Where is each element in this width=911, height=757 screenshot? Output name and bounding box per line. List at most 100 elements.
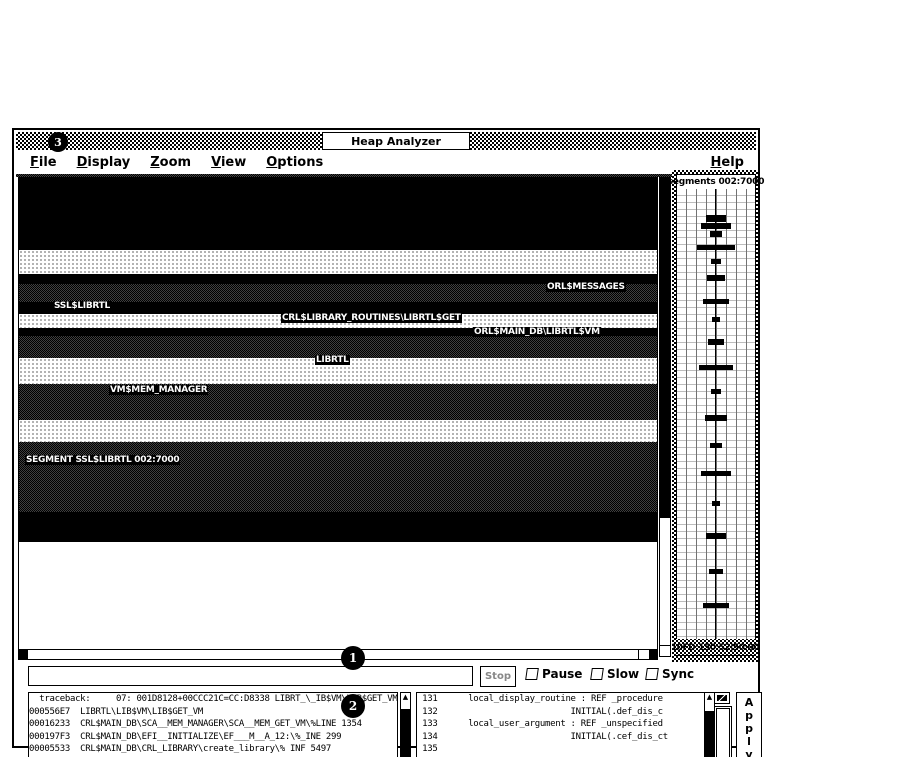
heap-band-5 <box>19 284 657 302</box>
canvas-hscroll-right-arrow[interactable] <box>649 650 657 659</box>
titlebar-texture: Heap Analyzer <box>16 132 756 150</box>
traceback-line-list[interactable]: traceback: 07: 001D8128+00CCC21C=CC:D833… <box>29 693 397 757</box>
slow-checkbox-group[interactable]: Slow <box>590 667 640 681</box>
source-scroll-up-arrow[interactable]: ▲ <box>705 693 714 702</box>
apply-letter: p <box>745 722 753 735</box>
source-pane[interactable]: 131 local_display_routine : REF _procedu… <box>416 692 713 757</box>
traceback-line[interactable]: 00005533 CRL$MAIN_DB\CRL_LIBRARY\create_… <box>29 744 331 755</box>
segment-block[interactable] <box>710 443 722 448</box>
source-line[interactable]: 134 INITIAL(.cef_dis_ct <box>417 731 712 744</box>
window-titlebar[interactable]: Heap Analyzer <box>14 130 758 152</box>
traceback-line[interactable]: 000197F3 CRL$MAIN_DB\EFI__INITIALIZE\EF_… <box>29 731 342 742</box>
segment-block[interactable] <box>706 533 726 539</box>
menu-item-zoom[interactable]: Zoom <box>144 152 197 174</box>
segment-block[interactable] <box>711 259 721 264</box>
sync-checkbox[interactable] <box>645 668 659 680</box>
menu-mnemonic-file: F <box>30 155 39 170</box>
segments-panel-body[interactable] <box>676 189 756 639</box>
menu-mnemonic-view: V <box>211 155 221 170</box>
heap-label-6[interactable]: SEGMENT SSL$LIBRTL 002:7000 <box>25 455 181 465</box>
sync-checkbox-group[interactable]: Sync <box>645 667 695 681</box>
menubar-separator <box>16 174 756 177</box>
source-line[interactable]: 131 local_display_routine : REF _procedu… <box>417 693 712 706</box>
apply-letter: p <box>745 709 753 722</box>
menu-label-options: ptions <box>277 155 324 170</box>
canvas-vertical-scrollbar[interactable] <box>659 177 671 657</box>
traceback-vertical-scrollbar[interactable]: ▲ ▼ <box>400 692 411 757</box>
segment-block[interactable] <box>697 245 735 250</box>
heap-label-4[interactable]: LIBRTL <box>315 355 350 365</box>
heap-label-1[interactable]: SSL$LIBRTL <box>53 301 111 311</box>
heap-visualization-canvas[interactable]: ORL$MESSAGES SSL$LIBRTL CRL$LIBRARY_ROUT… <box>18 177 658 657</box>
apply-button[interactable]: A p p l y <box>736 692 762 757</box>
source-line[interactable]: 132 INITIAL(.def_dis_c <box>417 706 712 719</box>
menu-mnemonic-zoom: Z <box>150 155 160 170</box>
traceback-line[interactable]: 000556E7 LIBRTL\LIB$VM\LIB$GET_VM <box>29 706 204 717</box>
segment-block[interactable] <box>712 317 720 322</box>
side-mini-scroll-thumb[interactable] <box>716 708 730 757</box>
segment-block[interactable] <box>712 501 720 506</box>
traceback-pane[interactable]: traceback: 07: 001D8128+00CCC21C=CC:D833… <box>28 692 398 757</box>
menu-label-zoom: oom <box>159 155 192 170</box>
heap-label-0[interactable]: ORL$MESSAGES <box>546 282 626 292</box>
heap-label-3[interactable]: ORL$MAIN_DB\LIBRTL$VM <box>473 327 601 337</box>
canvas-hscroll-left-arrow[interactable] <box>19 650 27 659</box>
segment-block[interactable] <box>706 215 726 222</box>
canvas-horizontal-scrollbar[interactable] <box>18 649 658 660</box>
apply-letter: A <box>744 696 754 709</box>
heap-label-5[interactable]: VM$MEM_MANAGER <box>109 385 209 395</box>
slow-checkbox[interactable] <box>590 668 604 680</box>
segments-panel[interactable]: segments 002:7000 <box>668 170 765 662</box>
heap-label-2[interactable]: CRL$LIBRARY_ROUTINES\LIBRTL$GET <box>281 313 462 323</box>
callout-3: 3 <box>48 132 68 152</box>
stop-button[interactable]: Stop <box>480 666 516 687</box>
heap-band-9 <box>19 336 657 358</box>
callout-1: 1 <box>341 646 365 670</box>
segment-block[interactable] <box>703 603 729 608</box>
segment-block[interactable] <box>710 231 722 237</box>
menu-item-file[interactable]: File <box>24 152 63 174</box>
menu-item-help[interactable]: Help <box>705 152 750 174</box>
segments-panel-header: segments 002:7000 <box>668 174 765 190</box>
pause-checkbox-group[interactable]: Pause <box>525 667 582 681</box>
segment-block[interactable] <box>709 569 723 574</box>
segment-block[interactable] <box>699 365 733 370</box>
menu-item-display[interactable]: Display <box>71 152 137 174</box>
segment-block[interactable] <box>705 415 727 421</box>
segment-block[interactable] <box>701 471 731 476</box>
traceback-line[interactable]: 00016233 CRL$MAIN_DB\SCA__MEM_MANAGER\SC… <box>29 719 362 730</box>
traceback-line[interactable]: traceback: 07: 001D8128+00CCC21C=CC:D833… <box>29 694 398 704</box>
source-line-list[interactable]: 131 local_display_routine : REF _procedu… <box>417 693 712 757</box>
menu-item-options[interactable]: Options <box>260 152 329 174</box>
segment-block[interactable] <box>701 223 731 229</box>
menu-item-view[interactable]: View <box>205 152 252 174</box>
sync-label: Sync <box>662 667 695 681</box>
heap-band-4 <box>19 274 657 284</box>
slow-label: Slow <box>607 667 640 681</box>
source-line[interactable]: 133 local_user_argument : REF _unspecifi… <box>417 718 712 731</box>
canvas-vscroll-down-arrow[interactable] <box>660 645 670 656</box>
menu-mnemonic-options: O <box>266 155 278 170</box>
menu-label-view: iew <box>220 155 247 170</box>
side-button-strip: A p p l y R e s e t <box>714 692 762 757</box>
segment-block[interactable] <box>711 389 721 394</box>
segments-grid <box>677 189 755 639</box>
menu-label-display: isplay <box>87 155 131 170</box>
source-line[interactable]: 135 <box>417 743 712 756</box>
traceback-scroll-up-arrow[interactable]: ▲ <box>401 693 410 702</box>
source-line-text: INITIAL(.cef_dis_ct <box>447 731 669 742</box>
segment-block[interactable] <box>708 339 724 345</box>
source-vscroll-thumb[interactable] <box>705 711 714 757</box>
segment-block[interactable] <box>707 275 725 281</box>
side-mini-scrollbar[interactable] <box>714 706 732 757</box>
source-line-text: INITIAL(.def_dis_c <box>447 706 663 717</box>
traceback-vscroll-thumb[interactable] <box>401 709 410 757</box>
pane-maximize-icon[interactable] <box>714 692 730 704</box>
menubar[interactable]: File Display Zoom View Options Help <box>16 152 756 174</box>
canvas-vscroll-thumb[interactable] <box>660 178 670 518</box>
canvas-hscroll-thumb[interactable] <box>27 650 639 659</box>
heap-band-1 <box>19 178 657 236</box>
segment-block[interactable] <box>703 299 729 304</box>
filter-input[interactable] <box>28 666 473 686</box>
pause-checkbox[interactable] <box>525 668 539 680</box>
